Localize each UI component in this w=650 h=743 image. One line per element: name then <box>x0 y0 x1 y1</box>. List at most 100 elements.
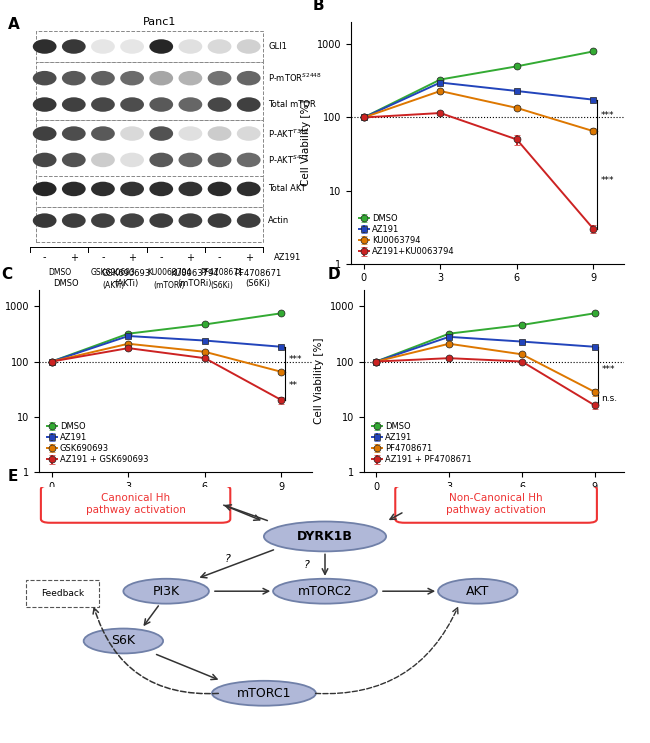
Text: Canonical Hh
pathway activation: Canonical Hh pathway activation <box>86 493 185 516</box>
Ellipse shape <box>62 152 86 167</box>
Text: Feedback: Feedback <box>41 589 84 598</box>
Ellipse shape <box>207 152 231 167</box>
Ellipse shape <box>32 213 57 228</box>
Text: P-AKT$^{S473}$: P-AKT$^{S473}$ <box>268 154 309 166</box>
Text: KU0063794
(mTORi): KU0063794 (mTORi) <box>170 268 219 288</box>
Text: PF4708671
(S6Ki): PF4708671 (S6Ki) <box>234 268 281 288</box>
Text: DYRK1B: DYRK1B <box>297 530 353 543</box>
Ellipse shape <box>179 213 202 228</box>
Ellipse shape <box>62 39 86 53</box>
Ellipse shape <box>120 71 144 85</box>
Text: E: E <box>7 469 18 484</box>
Ellipse shape <box>32 71 57 85</box>
Text: -: - <box>43 253 46 262</box>
Ellipse shape <box>62 182 86 196</box>
Ellipse shape <box>438 579 517 603</box>
Ellipse shape <box>179 71 202 85</box>
Text: +: + <box>128 253 136 262</box>
Ellipse shape <box>150 126 173 141</box>
Ellipse shape <box>237 126 261 141</box>
Bar <box>36 30 263 62</box>
Text: ?: ? <box>304 560 309 570</box>
Ellipse shape <box>207 97 231 111</box>
Text: B: B <box>313 0 324 13</box>
Ellipse shape <box>179 97 202 111</box>
Legend: DMSO, AZ191, KU0063794, AZ191+KU0063794: DMSO, AZ191, KU0063794, AZ191+KU0063794 <box>355 211 458 259</box>
Ellipse shape <box>120 97 144 111</box>
Ellipse shape <box>32 182 57 196</box>
Text: mTORC1: mTORC1 <box>237 687 291 700</box>
Ellipse shape <box>179 39 202 53</box>
Text: mTORC2: mTORC2 <box>298 585 352 597</box>
Text: S6K: S6K <box>111 635 135 647</box>
Text: AZ191: AZ191 <box>274 253 301 262</box>
Text: Total mTOR: Total mTOR <box>268 100 316 109</box>
Ellipse shape <box>62 71 86 85</box>
Ellipse shape <box>179 152 202 167</box>
Ellipse shape <box>237 182 261 196</box>
Text: -: - <box>218 253 221 262</box>
Text: ***: *** <box>600 175 614 184</box>
Text: AKT: AKT <box>466 585 489 597</box>
Ellipse shape <box>273 579 377 603</box>
Text: Total AKT: Total AKT <box>268 184 306 193</box>
X-axis label: Treatment Time [d]: Treatment Time [d] <box>125 497 226 507</box>
Ellipse shape <box>207 213 231 228</box>
Text: ***: *** <box>600 111 614 120</box>
Ellipse shape <box>150 182 173 196</box>
Bar <box>36 176 263 207</box>
Ellipse shape <box>207 71 231 85</box>
Text: n.s.: n.s. <box>601 395 618 403</box>
Ellipse shape <box>120 39 144 53</box>
Text: GSK690693: GSK690693 <box>91 268 136 277</box>
Text: ***: *** <box>601 365 615 374</box>
Ellipse shape <box>237 39 261 53</box>
Ellipse shape <box>237 71 261 85</box>
Ellipse shape <box>91 213 115 228</box>
Ellipse shape <box>32 39 57 53</box>
Text: -: - <box>101 253 105 262</box>
Text: ?: ? <box>224 554 230 564</box>
Text: -: - <box>159 253 163 262</box>
Ellipse shape <box>120 182 144 196</box>
Ellipse shape <box>62 126 86 141</box>
Ellipse shape <box>32 97 57 111</box>
Text: +: + <box>244 253 253 262</box>
FancyBboxPatch shape <box>395 485 597 523</box>
Y-axis label: Cell Viability [%]: Cell Viability [%] <box>301 100 311 186</box>
Text: A: A <box>8 18 20 33</box>
Ellipse shape <box>207 126 231 141</box>
Ellipse shape <box>120 152 144 167</box>
Text: ***: *** <box>288 355 302 364</box>
Text: PI3K: PI3K <box>153 585 179 597</box>
Ellipse shape <box>207 39 231 53</box>
Legend: DMSO, AZ191, GSK690693, AZ191 + GSK690693: DMSO, AZ191, GSK690693, AZ191 + GSK69069… <box>43 419 151 467</box>
Ellipse shape <box>91 182 115 196</box>
Text: Actin: Actin <box>268 216 289 225</box>
Ellipse shape <box>120 213 144 228</box>
Ellipse shape <box>32 152 57 167</box>
Ellipse shape <box>120 126 144 141</box>
Ellipse shape <box>150 71 173 85</box>
Text: GLI1: GLI1 <box>268 42 287 51</box>
X-axis label: Treatment Time [d]: Treatment Time [d] <box>444 497 544 507</box>
Text: P-AKT$^{T308}$: P-AKT$^{T308}$ <box>268 127 309 140</box>
Ellipse shape <box>150 97 173 111</box>
Text: PF4708671: PF4708671 <box>201 268 244 277</box>
Ellipse shape <box>150 152 173 167</box>
Text: **: ** <box>288 381 297 390</box>
Ellipse shape <box>84 629 163 653</box>
Bar <box>36 62 263 120</box>
Text: DMSO: DMSO <box>49 268 72 277</box>
Bar <box>36 207 263 241</box>
FancyBboxPatch shape <box>25 580 99 607</box>
Text: Panc1: Panc1 <box>142 18 176 27</box>
Text: D: D <box>328 267 340 282</box>
Text: (AKTi): (AKTi) <box>102 282 124 291</box>
Text: (mTORi): (mTORi) <box>153 282 185 291</box>
Ellipse shape <box>179 182 202 196</box>
Text: C: C <box>1 267 12 282</box>
Ellipse shape <box>91 152 115 167</box>
Ellipse shape <box>124 579 209 603</box>
Ellipse shape <box>212 681 316 706</box>
